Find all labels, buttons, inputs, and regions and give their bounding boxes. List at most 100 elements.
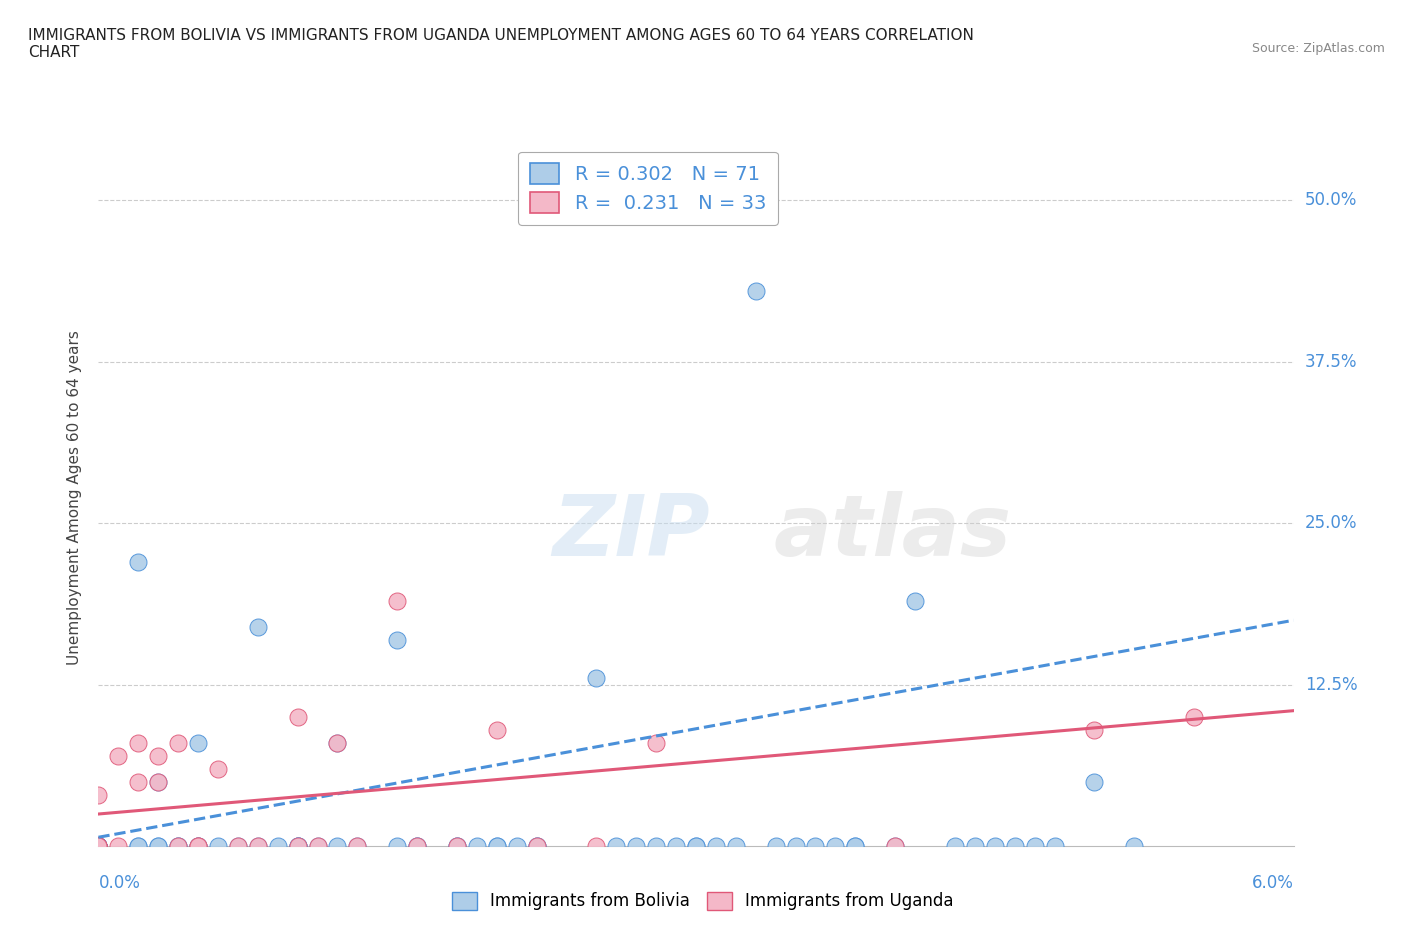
Point bbox=[824, 839, 846, 854]
Point bbox=[1024, 839, 1046, 854]
Point bbox=[844, 839, 866, 854]
Point bbox=[87, 839, 110, 854]
Point bbox=[904, 593, 927, 608]
Text: 0.0%: 0.0% bbox=[98, 874, 141, 892]
Point bbox=[745, 284, 768, 299]
Point bbox=[485, 839, 508, 854]
Point bbox=[87, 839, 110, 854]
Point bbox=[326, 736, 349, 751]
Point bbox=[307, 839, 329, 854]
Text: 50.0%: 50.0% bbox=[1305, 192, 1357, 209]
Point bbox=[943, 839, 966, 854]
Point bbox=[605, 839, 627, 854]
Point bbox=[526, 839, 548, 854]
Point bbox=[506, 839, 529, 854]
Legend: Immigrants from Bolivia, Immigrants from Uganda: Immigrants from Bolivia, Immigrants from… bbox=[446, 885, 960, 917]
Point bbox=[267, 839, 290, 854]
Point bbox=[685, 839, 707, 854]
Point bbox=[346, 839, 368, 854]
Point bbox=[526, 839, 548, 854]
Point bbox=[665, 839, 688, 854]
Point bbox=[87, 839, 110, 854]
Point bbox=[485, 839, 508, 854]
Point bbox=[207, 839, 229, 854]
Point bbox=[246, 839, 269, 854]
Point bbox=[187, 839, 209, 854]
Text: IMMIGRANTS FROM BOLIVIA VS IMMIGRANTS FROM UGANDA UNEMPLOYMENT AMONG AGES 60 TO : IMMIGRANTS FROM BOLIVIA VS IMMIGRANTS FR… bbox=[28, 28, 974, 60]
Text: 6.0%: 6.0% bbox=[1251, 874, 1294, 892]
Point bbox=[446, 839, 468, 854]
Point bbox=[287, 839, 309, 854]
Point bbox=[87, 839, 110, 854]
Point bbox=[87, 839, 110, 854]
Point bbox=[385, 632, 409, 647]
Text: 12.5%: 12.5% bbox=[1305, 676, 1357, 694]
Point bbox=[148, 775, 170, 790]
Point bbox=[87, 839, 110, 854]
Point bbox=[87, 839, 110, 854]
Point bbox=[446, 839, 468, 854]
Point bbox=[127, 736, 149, 751]
Point bbox=[385, 839, 409, 854]
Point bbox=[87, 839, 110, 854]
Point bbox=[87, 787, 110, 802]
Point bbox=[585, 839, 607, 854]
Point bbox=[645, 736, 668, 751]
Point bbox=[526, 839, 548, 854]
Point bbox=[1004, 839, 1026, 854]
Point bbox=[1043, 839, 1066, 854]
Point bbox=[207, 762, 229, 777]
Point bbox=[127, 839, 149, 854]
Point bbox=[107, 839, 129, 854]
Point bbox=[167, 839, 190, 854]
Point bbox=[87, 839, 110, 854]
Point bbox=[1083, 723, 1105, 737]
Point bbox=[963, 839, 986, 854]
Point bbox=[87, 839, 110, 854]
Y-axis label: Unemployment Among Ages 60 to 64 years: Unemployment Among Ages 60 to 64 years bbox=[67, 330, 83, 665]
Text: 37.5%: 37.5% bbox=[1305, 352, 1357, 371]
Point bbox=[645, 839, 668, 854]
Point bbox=[226, 839, 249, 854]
Point bbox=[167, 839, 190, 854]
Point bbox=[406, 839, 429, 854]
Point bbox=[585, 671, 607, 685]
Point bbox=[187, 839, 209, 854]
Point bbox=[406, 839, 429, 854]
Point bbox=[1182, 710, 1205, 724]
Point bbox=[187, 839, 209, 854]
Legend: R = 0.302   N = 71, R =  0.231   N = 33: R = 0.302 N = 71, R = 0.231 N = 33 bbox=[519, 152, 778, 225]
Point bbox=[107, 749, 129, 764]
Point bbox=[87, 839, 110, 854]
Point bbox=[246, 619, 269, 634]
Point bbox=[704, 839, 727, 854]
Point bbox=[148, 775, 170, 790]
Point bbox=[87, 839, 110, 854]
Point bbox=[287, 839, 309, 854]
Text: atlas: atlas bbox=[773, 491, 1012, 574]
Point bbox=[804, 839, 827, 854]
Point bbox=[127, 775, 149, 790]
Point bbox=[765, 839, 787, 854]
Text: ZIP: ZIP bbox=[553, 491, 710, 574]
Point bbox=[287, 839, 309, 854]
Point bbox=[148, 839, 170, 854]
Text: Source: ZipAtlas.com: Source: ZipAtlas.com bbox=[1251, 42, 1385, 55]
Point bbox=[148, 839, 170, 854]
Point bbox=[406, 839, 429, 854]
Text: 25.0%: 25.0% bbox=[1305, 514, 1357, 532]
Point bbox=[87, 839, 110, 854]
Point bbox=[326, 839, 349, 854]
Point bbox=[446, 839, 468, 854]
Point bbox=[785, 839, 807, 854]
Point bbox=[148, 749, 170, 764]
Point bbox=[1123, 839, 1146, 854]
Point bbox=[87, 839, 110, 854]
Point bbox=[167, 736, 190, 751]
Point bbox=[884, 839, 907, 854]
Point bbox=[226, 839, 249, 854]
Point bbox=[326, 736, 349, 751]
Point bbox=[307, 839, 329, 854]
Point bbox=[724, 839, 747, 854]
Point bbox=[187, 736, 209, 751]
